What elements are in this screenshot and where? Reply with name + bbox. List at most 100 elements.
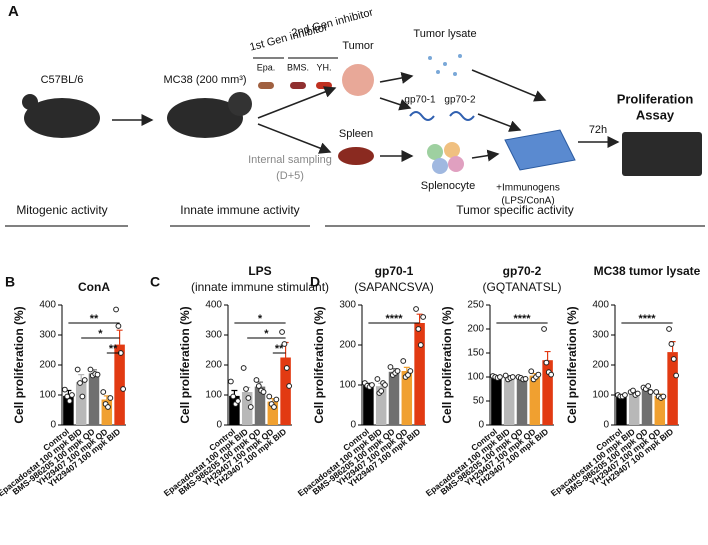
lysate-icon bbox=[428, 54, 462, 76]
data-point bbox=[105, 404, 111, 410]
data-point bbox=[417, 342, 424, 348]
section-header: Innate immune activity bbox=[180, 203, 299, 217]
data-point bbox=[382, 382, 388, 388]
panel-a: A C57BL/6 MC38 (200 mm³) 1st Gen inhibit… bbox=[8, 3, 702, 207]
panel-label: A bbox=[8, 3, 19, 20]
bar bbox=[114, 344, 125, 425]
sampling-label: Internal sampling bbox=[248, 154, 332, 166]
data-point bbox=[245, 395, 252, 401]
y-tick-label: 300 bbox=[339, 300, 356, 311]
time-label: 72h bbox=[589, 124, 607, 136]
significance-label: ** bbox=[109, 343, 118, 355]
data-point bbox=[66, 398, 73, 404]
peptide-icon bbox=[409, 111, 435, 121]
y-axis-label: Cell proliferation (%) bbox=[565, 306, 579, 423]
bar bbox=[616, 395, 627, 425]
tumor-label: Tumor bbox=[342, 40, 374, 52]
y-tick-label: 200 bbox=[467, 324, 484, 335]
data-point bbox=[522, 376, 529, 382]
y-tick-label: 100 bbox=[339, 380, 356, 391]
bar bbox=[414, 323, 425, 425]
section-header: Tumor specific activity bbox=[456, 203, 574, 217]
mouse-label: C57BL/6 bbox=[41, 74, 84, 86]
bar bbox=[542, 360, 553, 425]
significance-label: ** bbox=[90, 313, 99, 325]
bar bbox=[229, 395, 240, 425]
y-tick-label: 150 bbox=[467, 348, 484, 359]
bar bbox=[88, 373, 100, 425]
assay-label: Assay bbox=[636, 107, 675, 122]
y-tick-label: 100 bbox=[467, 372, 484, 383]
data-point bbox=[673, 372, 680, 379]
data-point bbox=[415, 326, 422, 332]
data-point bbox=[74, 366, 81, 373]
bar bbox=[503, 377, 515, 425]
pill bbox=[316, 82, 332, 89]
data-point bbox=[279, 329, 285, 335]
y-tick-label: 200 bbox=[205, 360, 222, 371]
y-tick-label: 0 bbox=[50, 420, 56, 431]
chart-title: LPS bbox=[248, 264, 271, 278]
data-point bbox=[227, 378, 234, 385]
y-tick-label: 0 bbox=[603, 420, 609, 431]
arrow bbox=[471, 149, 500, 162]
data-point bbox=[535, 371, 542, 378]
bar bbox=[375, 386, 387, 425]
data-point bbox=[634, 390, 641, 397]
data-point bbox=[394, 368, 401, 374]
arrow bbox=[257, 86, 337, 119]
arrow bbox=[379, 72, 414, 84]
data-point bbox=[94, 371, 101, 378]
y-tick-label: 250 bbox=[467, 300, 484, 311]
mouse-icon bbox=[167, 98, 243, 138]
y-tick-label: 0 bbox=[216, 420, 222, 431]
data-point bbox=[420, 314, 427, 320]
data-point bbox=[235, 398, 241, 404]
y-tick-label: 0 bbox=[478, 420, 484, 431]
bar bbox=[388, 371, 400, 425]
significance-label: **** bbox=[638, 313, 656, 325]
bar bbox=[628, 392, 640, 425]
immunogen-label: (LPS/ConA) bbox=[501, 196, 554, 207]
chart-title: ConA bbox=[78, 280, 110, 294]
data-point bbox=[528, 368, 535, 375]
data-point bbox=[253, 377, 260, 383]
bar bbox=[267, 401, 279, 425]
data-point bbox=[247, 404, 254, 410]
chart-subtitle: (SAPANCSVA) bbox=[354, 280, 434, 294]
bar bbox=[241, 392, 253, 425]
data-point bbox=[509, 374, 516, 380]
data-point bbox=[286, 383, 293, 389]
error-bar bbox=[544, 350, 551, 361]
data-point bbox=[100, 389, 107, 395]
data-point bbox=[543, 359, 550, 366]
bar bbox=[363, 385, 374, 425]
chart-subtitle: (GQTANATSL) bbox=[483, 280, 562, 294]
panel-label: B bbox=[5, 274, 15, 290]
data-point bbox=[87, 366, 94, 373]
data-point bbox=[77, 380, 83, 386]
assay-label: Proliferation bbox=[617, 91, 694, 106]
bar bbox=[75, 382, 87, 425]
data-point bbox=[107, 395, 114, 401]
y-tick-label: 50 bbox=[473, 396, 485, 407]
peptide-label: gp70-1 bbox=[404, 95, 436, 106]
bar bbox=[63, 395, 74, 425]
y-axis-label: Cell proliferation (%) bbox=[178, 306, 192, 423]
data-point bbox=[647, 389, 654, 395]
mouse-ear bbox=[22, 94, 38, 110]
drug-label: BMS. bbox=[287, 62, 309, 72]
drug-label: YH. bbox=[316, 62, 331, 72]
y-tick-label: 300 bbox=[592, 330, 609, 341]
data-point bbox=[666, 326, 672, 332]
bar bbox=[101, 399, 113, 425]
data-point bbox=[413, 306, 419, 312]
data-point bbox=[378, 388, 385, 394]
data-point bbox=[283, 365, 290, 371]
data-point bbox=[369, 382, 375, 388]
y-axis-label: Cell proliferation (%) bbox=[12, 306, 26, 423]
data-point bbox=[387, 364, 394, 370]
spleen-icon bbox=[338, 147, 374, 165]
bar bbox=[654, 395, 666, 425]
data-point bbox=[668, 341, 675, 347]
